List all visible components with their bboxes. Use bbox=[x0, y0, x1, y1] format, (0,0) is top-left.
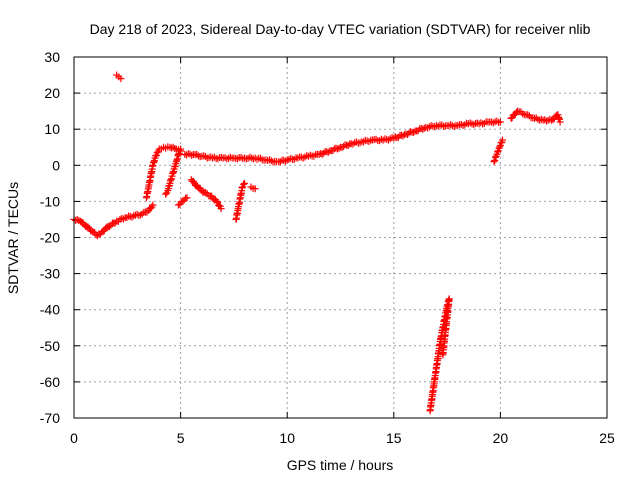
data-point bbox=[320, 149, 328, 157]
y-axis-label: SDTVAR / TECUs bbox=[5, 182, 21, 294]
data-point bbox=[213, 197, 221, 205]
data-point bbox=[410, 128, 418, 136]
x-tick-label: 25 bbox=[599, 430, 615, 446]
data-point bbox=[241, 179, 249, 187]
y-tick-label: -30 bbox=[40, 266, 60, 282]
data-point bbox=[333, 145, 341, 153]
data-point bbox=[281, 157, 289, 165]
data-point bbox=[335, 144, 343, 152]
data-points bbox=[70, 71, 564, 415]
data-point bbox=[496, 143, 504, 151]
x-tick-label: 0 bbox=[70, 430, 78, 446]
data-point bbox=[499, 136, 507, 144]
data-point bbox=[491, 156, 499, 164]
x-axis-label: GPS time / hours bbox=[287, 457, 394, 473]
data-point bbox=[202, 189, 210, 197]
plot-frame bbox=[73, 56, 608, 419]
grid-lines bbox=[74, 57, 607, 418]
data-point bbox=[189, 177, 197, 185]
x-tick-label: 10 bbox=[279, 430, 295, 446]
data-point bbox=[174, 150, 182, 158]
y-tick-label: -70 bbox=[40, 410, 60, 426]
data-point bbox=[493, 117, 501, 125]
data-point bbox=[276, 158, 284, 166]
y-tick-label: -20 bbox=[40, 230, 60, 246]
data-point bbox=[340, 142, 348, 150]
data-point bbox=[177, 145, 185, 153]
data-point bbox=[118, 214, 126, 222]
data-point bbox=[214, 155, 222, 163]
data-point bbox=[162, 190, 170, 198]
data-point bbox=[73, 216, 81, 224]
data-point bbox=[439, 351, 447, 359]
data-point bbox=[491, 153, 499, 161]
y-tick-label: -10 bbox=[40, 193, 60, 209]
data-point bbox=[405, 129, 413, 137]
data-point bbox=[253, 155, 261, 163]
data-point bbox=[84, 223, 92, 231]
y-tick-label: 10 bbox=[44, 121, 60, 137]
y-tick-label: -50 bbox=[40, 338, 60, 354]
data-point bbox=[126, 212, 134, 220]
data-point bbox=[223, 155, 231, 163]
y-tick-label: -40 bbox=[40, 302, 60, 318]
data-point bbox=[470, 121, 478, 129]
data-point bbox=[490, 158, 498, 166]
data-point bbox=[149, 201, 157, 209]
data-point bbox=[239, 180, 247, 188]
data-point bbox=[217, 205, 225, 213]
data-point bbox=[153, 149, 161, 157]
data-point bbox=[188, 151, 196, 159]
x-tick-label: 15 bbox=[386, 430, 402, 446]
y-tick-label: -60 bbox=[40, 374, 60, 390]
data-point bbox=[450, 122, 458, 130]
data-point bbox=[251, 185, 259, 193]
data-point bbox=[246, 153, 254, 161]
data-point bbox=[183, 194, 191, 202]
data-point bbox=[106, 223, 114, 231]
y-tick-label: 30 bbox=[44, 49, 60, 65]
data-point bbox=[519, 110, 527, 118]
data-point bbox=[363, 137, 371, 145]
x-tick-label: 5 bbox=[177, 430, 185, 446]
data-point bbox=[556, 118, 564, 126]
data-point bbox=[496, 118, 504, 126]
data-point bbox=[237, 153, 245, 161]
data-point bbox=[117, 75, 125, 83]
y-tick-label: 0 bbox=[52, 157, 60, 173]
data-point bbox=[542, 117, 550, 125]
data-point bbox=[524, 111, 532, 119]
x-tick-label: 20 bbox=[493, 430, 509, 446]
tick-labels: 0 5 10 15 20 25 -70 -60 -50 -40 -30 -20 -10 0 10 20 30 bbox=[40, 49, 615, 446]
data-point bbox=[226, 153, 234, 161]
data-point bbox=[480, 119, 488, 127]
data-point bbox=[407, 128, 415, 136]
chart-title: Day 218 of 2023, Sidereal Day-to-day VTE… bbox=[90, 21, 591, 37]
y-tick-label: 20 bbox=[44, 85, 60, 101]
data-point bbox=[376, 137, 384, 145]
data-point bbox=[494, 148, 502, 156]
data-point bbox=[119, 215, 127, 223]
data-point bbox=[324, 148, 332, 156]
